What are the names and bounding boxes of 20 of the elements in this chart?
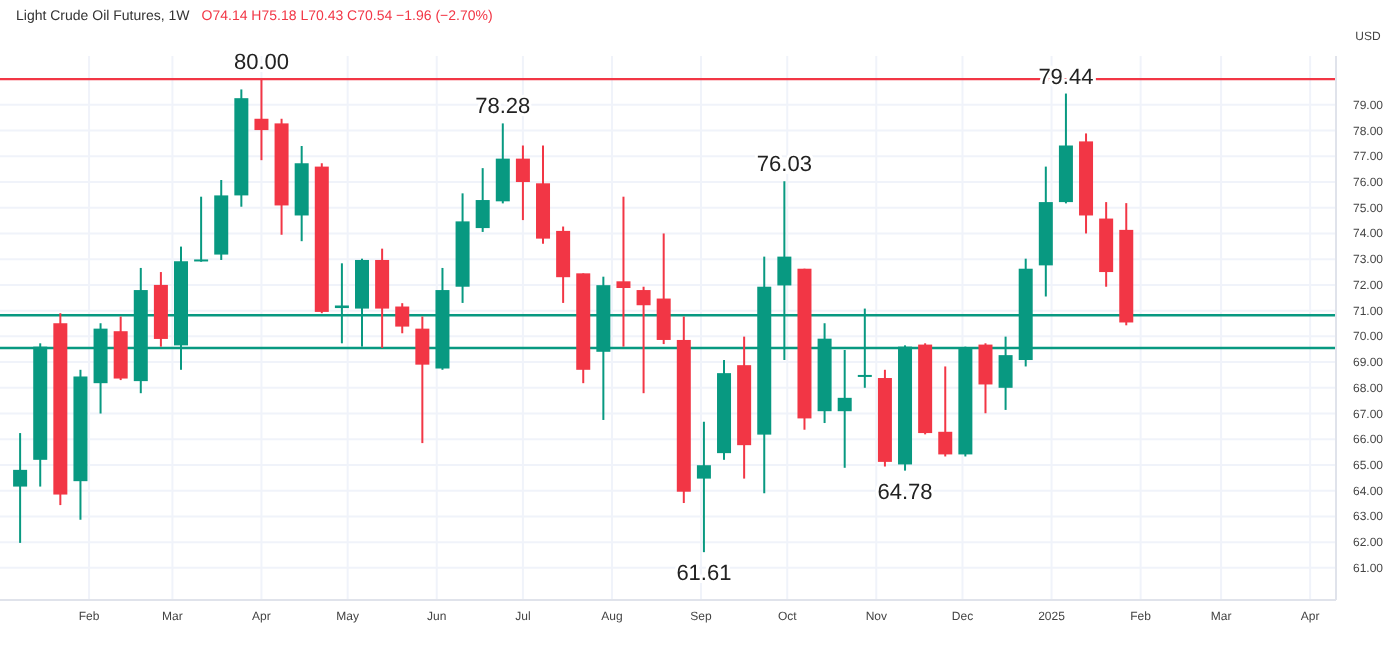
annotation: 64.78 [877,480,933,505]
candlestick [113,315,128,382]
annotation: 61.61 [676,562,732,587]
annotation: 80.00 [233,51,289,76]
candlestick [13,432,28,544]
candlestick [194,195,209,263]
candlestick [978,342,993,415]
candlestick [515,144,530,222]
candlestick [656,232,671,346]
candlestick [495,122,510,205]
candlestick [475,167,490,233]
candlestick [395,302,410,335]
candlestick [696,420,711,554]
candlestick [636,285,651,395]
annotation: 78.28 [475,95,531,120]
candlestick [938,365,953,458]
candlestick [415,315,430,445]
candlestick [616,195,631,348]
candlestick [556,225,571,304]
annotation: 76.03 [756,153,812,178]
